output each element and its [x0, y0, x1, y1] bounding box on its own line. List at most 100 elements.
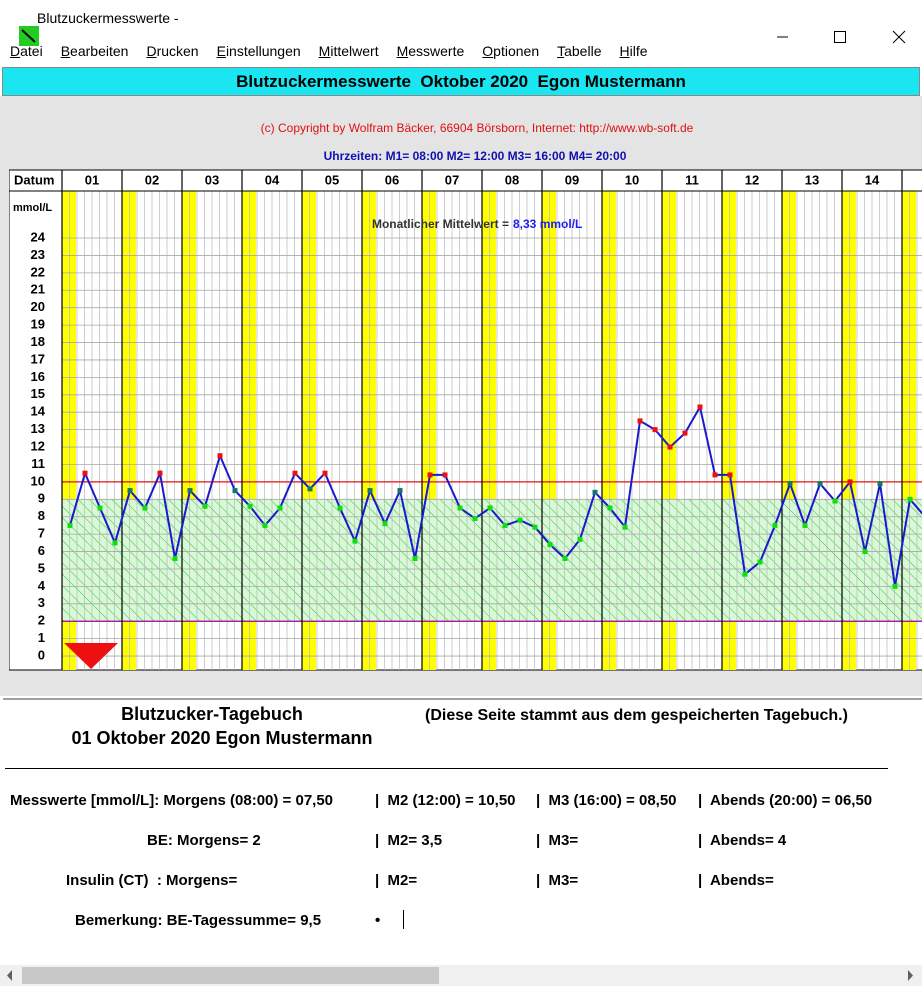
measurement-point [652, 427, 658, 433]
x-tick-label: 06 [385, 172, 399, 187]
measurement-point [667, 444, 673, 450]
measurement-point [592, 489, 598, 495]
y-tick-label: 18 [30, 334, 44, 349]
x-tick-label: 13 [805, 172, 819, 187]
measurement-point [487, 505, 493, 511]
measurement-point [712, 472, 718, 478]
measurement-point [427, 472, 433, 478]
close-button[interactable] [892, 30, 906, 44]
diary-field: | Abends= [698, 872, 774, 889]
measurement-point [307, 486, 313, 492]
measurement-point [202, 503, 208, 509]
target-band [61, 499, 922, 622]
scroll-right[interactable] [908, 970, 913, 981]
measurement-point [517, 517, 523, 523]
y-tick-label: 20 [30, 299, 44, 314]
measurement-point [637, 418, 643, 424]
measurement-point [892, 583, 898, 589]
x-tick-label: 09 [565, 172, 579, 187]
window-title: Blutzuckermesswerte - [37, 10, 179, 26]
x-tick-label: 05 [325, 172, 339, 187]
measurement-point [577, 536, 583, 542]
measurement-point [352, 538, 358, 544]
menu-item[interactable]: Tabelle [557, 43, 602, 59]
diary-note: (Diese Seite stammt aus dem gespeicherte… [425, 707, 848, 724]
diary-date: 01 Oktober 2020 Egon Mustermann [71, 728, 373, 748]
y-tick-label: 14 [30, 404, 45, 419]
y-axis-label: mmol/L [13, 202, 52, 214]
y-tick-label: 22 [30, 264, 44, 279]
y-tick-label: 17 [30, 351, 44, 366]
measurement-point [472, 515, 478, 521]
measurement-point [622, 524, 628, 530]
measurement-point [742, 571, 748, 577]
menu-item[interactable]: Messwerte [396, 43, 465, 59]
menu-item[interactable]: Bearbeiten [60, 43, 129, 59]
y-tick-label: 1 [38, 630, 45, 645]
x-tick-label: 10 [625, 172, 639, 187]
text-caret [403, 910, 404, 929]
diary-field: | M2 (12:00) = 10,50 [375, 792, 516, 809]
app-icon-stroke [21, 29, 36, 43]
separator [5, 768, 888, 769]
y-tick-label: 5 [38, 560, 45, 575]
diary-field: | M3 (16:00) = 08,50 [536, 792, 677, 809]
measurement-point [232, 488, 238, 494]
copyright: (c) Copyright by Wolfram Bäcker, 66904 B… [261, 121, 694, 135]
chart: (c) Copyright by Wolfram Bäcker, 66904 B… [8, 121, 922, 671]
measurement-point [757, 559, 763, 565]
diary-field: BE: Morgens= 2 [147, 832, 261, 849]
measurement-point [547, 542, 553, 548]
measurement-point [862, 549, 868, 555]
menu-item[interactable]: Datei [10, 43, 43, 59]
menu-item[interactable]: Einstellungen [216, 43, 301, 59]
y-tick-label: 8 [38, 508, 45, 523]
menu-item[interactable]: Optionen [482, 43, 540, 59]
menu-item[interactable]: Drucken [146, 43, 199, 59]
y-tick-label: 15 [30, 386, 44, 401]
y-tick-label: 21 [30, 282, 44, 297]
y-tick-label: 7 [38, 526, 45, 541]
y-tick-label: 24 [30, 229, 45, 244]
measurement-point [697, 404, 703, 410]
menu-bar: Datei Bearbeiten Drucken Einstellungen Mitte… [0, 38, 922, 65]
measurement-point [322, 470, 328, 476]
y-tick-label: 3 [38, 595, 45, 610]
bullet: • [375, 912, 381, 929]
scroll-thumb[interactable] [22, 967, 439, 984]
x-tick-label: 12 [745, 172, 759, 187]
measurement-point [847, 479, 853, 485]
measurement-point [67, 522, 73, 528]
measurement-point [262, 522, 268, 528]
banner-title: Blutzuckermesswerte Oktober 2020 Egon Mu… [2, 67, 920, 96]
title-bar-graphics [18, 26, 906, 46]
scroll-left[interactable] [7, 970, 12, 981]
menu-item[interactable]: Hilfe [619, 43, 648, 59]
measurement-point [907, 496, 913, 502]
measurement-point [367, 488, 373, 494]
y-tick-label: 10 [30, 473, 44, 488]
y-tick-label: 4 [38, 578, 46, 593]
measurement-point [172, 556, 178, 562]
maximize-button[interactable] [833, 31, 846, 43]
measurement-point [607, 505, 613, 511]
measurement-point [382, 521, 388, 527]
x-tick-label: 11 [685, 172, 699, 187]
y-tick-label: 23 [30, 247, 44, 262]
measurement-point [817, 481, 823, 487]
diary-field: | Abends= 4 [698, 832, 787, 849]
measurement-point [82, 470, 88, 476]
measurement-point [217, 453, 223, 459]
measurement-point [802, 522, 808, 528]
header-row [8, 169, 922, 192]
measurement-point [187, 488, 193, 494]
diary-title: Blutzucker-Tagebuch [121, 704, 303, 724]
x-tick-label: 01 [85, 172, 99, 187]
chart-panel: (c) Copyright by Wolfram Bäcker, 66904 B… [0, 96, 922, 696]
measurement-point [832, 498, 838, 504]
measurement-point [157, 470, 163, 476]
horizontal-scrollbar[interactable] [0, 965, 922, 986]
menu-item[interactable]: Mittelwert [318, 43, 379, 59]
diary-panel: Blutzucker-Tagebuch 01 Oktober 2020 Egon… [3, 698, 922, 967]
